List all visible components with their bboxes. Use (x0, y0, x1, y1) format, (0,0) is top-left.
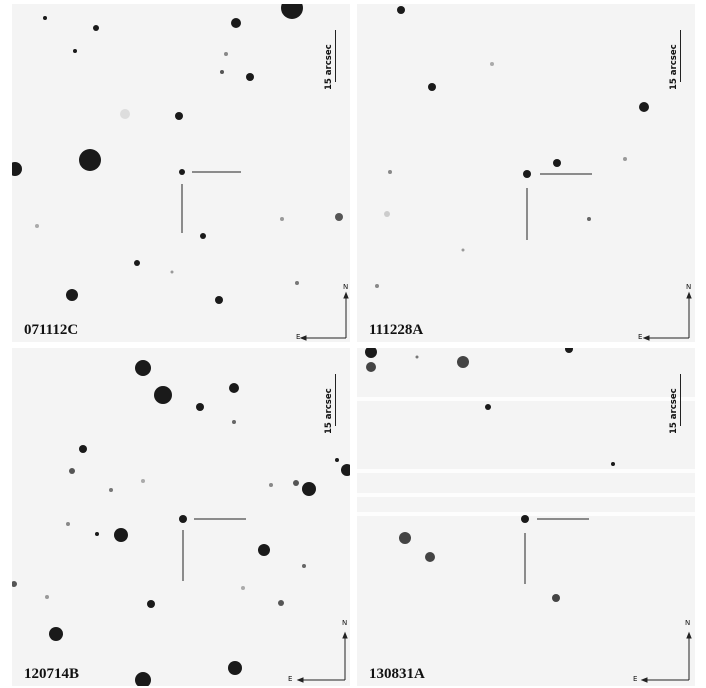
scale-bar: 15 arcsec (324, 30, 338, 90)
scale-label: 15 arcsec (324, 388, 334, 434)
scale-bar: 15 arcsec (669, 30, 683, 90)
compass-east-label: E (638, 333, 643, 341)
scale-label: 15 arcsec (324, 44, 334, 90)
star-field (12, 360, 350, 686)
compass-east-label: E (296, 333, 301, 341)
scale-bar: 15 arcsec (669, 374, 683, 434)
grb-id-label: 111228A (369, 322, 424, 338)
scale-bar-line (335, 374, 336, 426)
grb-id-label: 071112C (24, 322, 79, 338)
compass-north-label: N (342, 619, 348, 627)
finding-chart-panel-2: 15 arcsec N E 111228A (357, 4, 695, 342)
finding-chart-panel-4: 15 arcsec N E 130831A (357, 348, 695, 686)
grb-id-label: 130831A (369, 666, 425, 682)
scale-bar-line (335, 30, 336, 82)
compass-east-label: E (633, 675, 638, 683)
scale-bar-line (680, 30, 681, 82)
compass-north-label: N (685, 619, 691, 627)
compass-north-label: N (343, 283, 349, 291)
star-field (357, 348, 695, 683)
scale-bar-line (680, 374, 681, 426)
grb-id-label: 120714B (24, 666, 80, 682)
scale-label: 15 arcsec (669, 388, 679, 434)
compass-east-label: E (288, 675, 293, 683)
star-field (375, 6, 692, 341)
finding-chart-panel-1: 15 arcsec N E 071112C (12, 4, 350, 342)
star-field (12, 4, 349, 341)
scale-bar: 15 arcsec (324, 374, 338, 434)
scale-label: 15 arcsec (669, 44, 679, 90)
compass-north-label: N (686, 283, 692, 291)
finding-chart-panel-3: 15 arcsec N E 120714B (12, 348, 350, 686)
